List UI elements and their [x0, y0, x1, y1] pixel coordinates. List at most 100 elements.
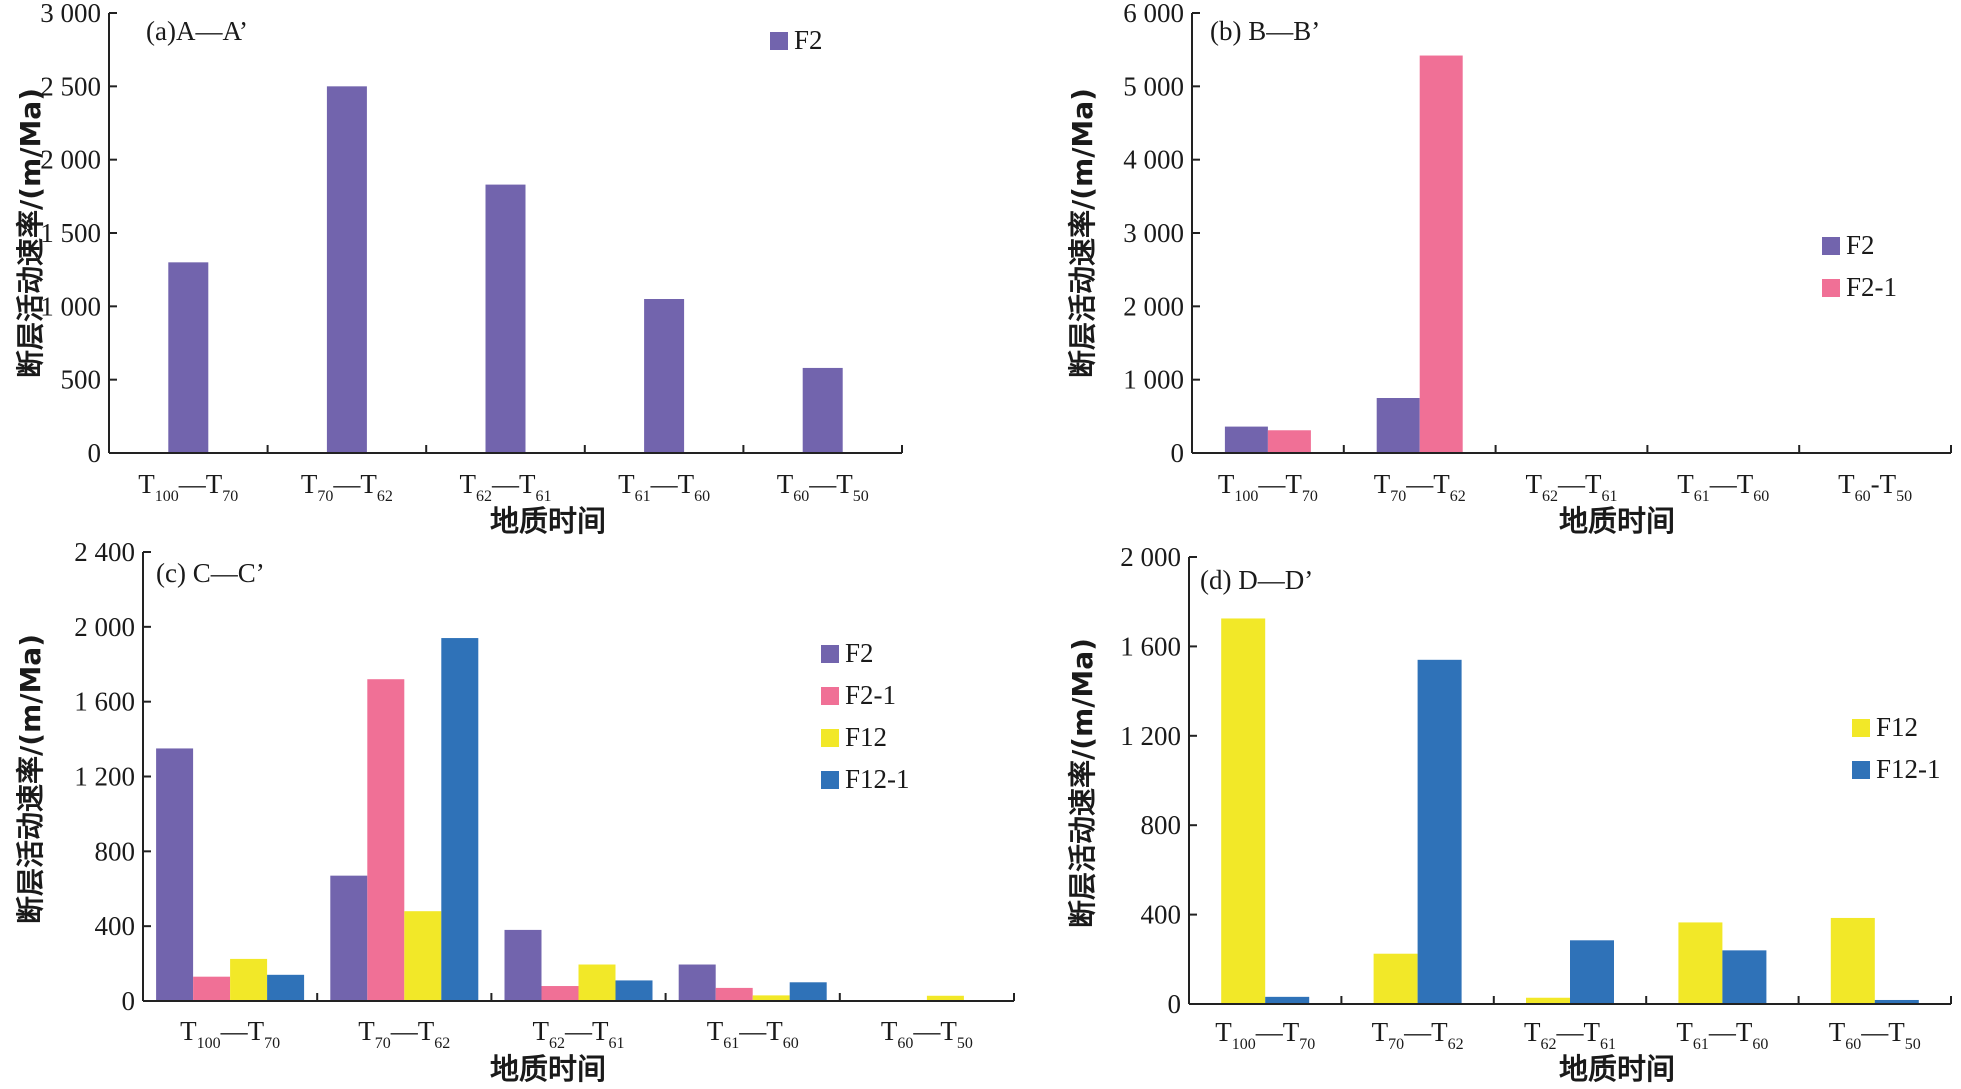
panel-title: (b) B—B’	[1210, 16, 1320, 46]
y-tick-label: 800	[95, 836, 136, 866]
bar-f2-1-3	[541, 986, 579, 1001]
legend-swatch	[1822, 279, 1840, 297]
y-tick-label: 0	[1171, 438, 1185, 468]
bar-f2-1-2	[1419, 55, 1463, 454]
bar-f2-3	[504, 929, 542, 1001]
x-axis-title: 地质时间	[490, 1052, 606, 1086]
legend-label: F2	[794, 25, 823, 55]
panel-title: (a)A—A’	[146, 16, 248, 46]
panel-c: 0 400 800 1 200 1 600 2 000 2 400 T100—T70 T70—T…	[14, 537, 1015, 1086]
y-tick-label: 0	[88, 438, 102, 468]
y-tick-label: 2 000	[40, 145, 101, 175]
y-tick-label: 1 600	[74, 687, 135, 717]
x-tick-label: T61—T60	[1676, 1017, 1768, 1053]
x-tick-label: T61—T60	[707, 1016, 799, 1052]
bar-f12-1-1	[267, 974, 305, 1001]
y-tick-label: 400	[95, 911, 136, 941]
legend-swatch	[1852, 761, 1870, 779]
legend-swatch	[770, 32, 788, 50]
bar-f12-4	[752, 995, 790, 1001]
bar-f2-5	[802, 367, 843, 453]
bar-f12-3	[578, 964, 616, 1001]
panel-title: (c) C—C’	[156, 558, 265, 588]
bar-f12-1-4	[789, 982, 827, 1001]
y-axis-title: 断层活动速率/(m/Ma)	[1066, 638, 1099, 928]
bar-f2-1-2	[367, 679, 405, 1001]
bar-f2-1-1	[193, 976, 231, 1001]
bar-f2-1	[168, 262, 209, 453]
y-tick-label: 4 000	[1123, 145, 1184, 175]
x-tick-label: T61—T60	[1677, 469, 1769, 505]
y-tick-label: 800	[1141, 810, 1182, 840]
bar-f2-4	[678, 964, 716, 1001]
bar-f2-1	[156, 748, 194, 1001]
y-tick-label: 2 500	[40, 71, 101, 101]
y-tick-label: 0	[1168, 989, 1182, 1019]
bar-f2-2	[326, 86, 367, 453]
y-tick-label: 2 000	[74, 612, 135, 642]
y-tick-label: 1 000	[40, 291, 101, 321]
legend-swatch	[1852, 719, 1870, 737]
x-tick-label: T62—T61	[1524, 1017, 1616, 1053]
x-tick-label: T62—T61	[460, 469, 552, 505]
x-axis-title: 地质时间	[490, 504, 606, 538]
x-axis-title: 地质时间	[1559, 504, 1675, 538]
bar-f12-1-4	[1722, 950, 1767, 1004]
y-tick-label: 2 000	[1123, 291, 1184, 321]
legend-swatch	[821, 771, 839, 789]
y-tick-label: 3 000	[40, 0, 101, 28]
x-tick-label: T60—T50	[881, 1016, 973, 1052]
legend-label: F2-1	[845, 680, 896, 710]
bar-f12-1	[1221, 618, 1266, 1004]
bar-f2-4	[644, 299, 685, 453]
panel-title: (d) D—D’	[1200, 565, 1313, 595]
x-tick-label: T60—T50	[1829, 1017, 1921, 1053]
bar-f12-2	[1373, 953, 1418, 1004]
x-tick-label: T60-T50	[1838, 469, 1912, 505]
legend-swatch	[1822, 237, 1840, 255]
x-tick-label: T61—T60	[618, 469, 710, 505]
bar-f12-1-3	[1570, 940, 1614, 1004]
bar-f12-5	[926, 995, 964, 1001]
bar-f2-1-1	[1267, 430, 1311, 453]
bar-f12-4	[1678, 922, 1723, 1004]
bar-f2-3	[485, 184, 526, 453]
bar-f12-1-2	[441, 638, 479, 1001]
bar-f12-1	[230, 958, 268, 1001]
legend-label: F2	[845, 638, 874, 668]
panel-b: 0 1 000 2 000 3 000 4 000 5 000 6 000 T100—T70 T…	[1066, 0, 1952, 538]
y-tick-label: 1 200	[1120, 721, 1181, 751]
bar-f2-1	[1224, 426, 1268, 453]
legend-swatch	[821, 729, 839, 747]
x-tick-label: T100—T70	[180, 1016, 280, 1052]
legend-label: F12-1	[845, 764, 910, 794]
y-tick-label: 1 600	[1120, 631, 1181, 661]
x-tick-label: T100—T70	[1215, 1017, 1315, 1053]
legend-swatch	[821, 687, 839, 705]
bar-f12-1-1	[1265, 996, 1310, 1004]
bar-f12-2	[404, 911, 442, 1001]
legend-label: F12	[1876, 712, 1918, 742]
x-tick-label: T62—T61	[533, 1016, 625, 1052]
y-tick-label: 0	[122, 986, 136, 1016]
bar-f2-1-4	[715, 987, 753, 1001]
bar-f12-1-2	[1417, 659, 1462, 1004]
y-tick-label: 6 000	[1123, 0, 1184, 28]
legend-label: F12-1	[1876, 754, 1941, 784]
bar-f2-2	[1376, 398, 1420, 453]
y-tick-label: 3 000	[1123, 218, 1184, 248]
y-axis-title: 断层活动速率/(m/Ma)	[14, 88, 47, 378]
y-axis-title: 断层活动速率/(m/Ma)	[14, 634, 47, 924]
y-tick-label: 1 200	[74, 762, 135, 792]
x-tick-label: T100—T70	[1218, 469, 1318, 505]
y-tick-label: 2 400	[74, 537, 135, 567]
panel-d: 0 400 800 1 200 1 600 2 000 T100—T70 T70—T62 T62…	[1066, 542, 1952, 1086]
x-tick-label: T70—T62	[1374, 469, 1466, 505]
y-tick-label: 5 000	[1123, 71, 1184, 101]
legend-swatch	[821, 645, 839, 663]
y-tick-label: 2 000	[1120, 542, 1181, 572]
y-tick-label: 1 000	[1123, 365, 1184, 395]
bar-f12-5	[1830, 917, 1875, 1004]
bar-f2-2	[330, 875, 368, 1001]
